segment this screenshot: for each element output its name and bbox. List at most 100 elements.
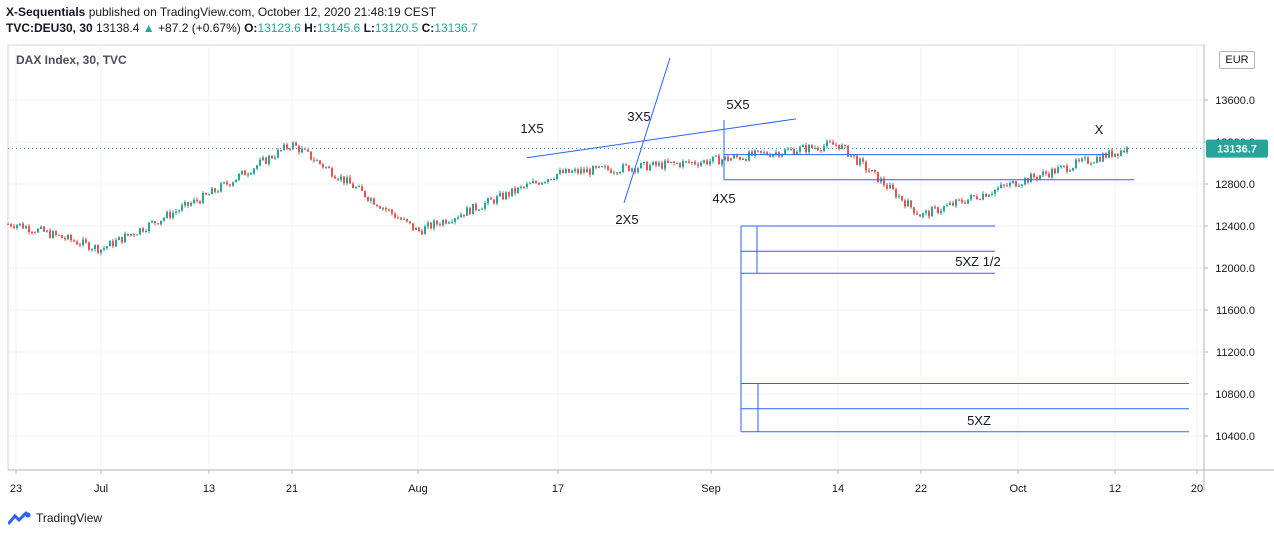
candle-body	[1087, 157, 1089, 164]
candle-body	[97, 245, 99, 253]
candle-body	[1069, 170, 1071, 172]
tradingview-footer[interactable]: TradingView	[8, 511, 102, 525]
candle-body	[844, 144, 846, 146]
candle-body	[37, 228, 39, 233]
candle-body	[52, 231, 54, 238]
y-tick-label: 11200.0	[1216, 347, 1255, 359]
candle-body	[742, 158, 744, 160]
candle-body	[730, 158, 732, 161]
candle-body	[646, 161, 648, 171]
candle-body	[523, 186, 525, 188]
candle-body	[442, 220, 444, 226]
candle-body	[283, 144, 285, 150]
candle-body	[451, 221, 453, 223]
publish-line: X-Sequentials published on TradingView.c…	[6, 4, 478, 20]
candle-body	[67, 235, 69, 240]
candle-body	[127, 233, 129, 236]
candle-body	[691, 161, 693, 163]
candle-body	[1075, 159, 1077, 168]
candle-body	[1015, 181, 1017, 187]
candle-body	[493, 199, 495, 204]
candle-body	[1021, 184, 1023, 186]
x-tick-label: 20	[1191, 483, 1203, 495]
candle-body	[970, 195, 972, 200]
candle-body	[181, 205, 183, 211]
candle-body	[922, 213, 924, 217]
candle-body	[358, 186, 360, 188]
candle-body	[1042, 171, 1044, 176]
candle-body	[568, 168, 570, 173]
candle-body	[58, 234, 60, 236]
candle-body	[319, 160, 321, 164]
candle-body	[1057, 167, 1059, 174]
candle-body	[577, 169, 579, 174]
candle-body	[436, 220, 438, 225]
candle-body	[997, 187, 999, 190]
candle-body	[850, 155, 852, 157]
candle-body	[22, 223, 24, 229]
candle-body	[13, 226, 15, 228]
candle-body	[838, 144, 840, 149]
candle-body	[310, 151, 312, 160]
candle-body	[289, 148, 291, 150]
candle-body	[238, 174, 240, 180]
candle-body	[973, 195, 975, 197]
candle-body	[448, 222, 450, 224]
symbol-label: TVC:DEU30, 30	[6, 21, 93, 35]
candle-body	[553, 178, 555, 180]
candle-body	[964, 202, 966, 204]
candle-body	[793, 149, 795, 155]
candle-body	[1030, 173, 1032, 183]
candle-body	[586, 169, 588, 173]
candle-body	[853, 155, 855, 157]
candle-body	[907, 200, 909, 207]
price-chart[interactable]: 10400.0 10800.0 11200.0 11600.0 12000.0 12400…	[0, 0, 1274, 500]
candle-body	[415, 227, 417, 230]
candle-body	[46, 230, 48, 232]
candle-body	[601, 166, 603, 168]
candle-body	[1072, 167, 1074, 171]
candle-body	[340, 176, 342, 180]
candle-body	[85, 239, 87, 243]
candle-body	[334, 176, 336, 179]
candle-body	[664, 160, 666, 169]
currency-button[interactable]: EUR	[1219, 51, 1255, 69]
candle-body	[139, 228, 141, 235]
y-tick-label: 12000.0	[1215, 263, 1255, 275]
candle-body	[424, 226, 426, 235]
candle-body	[49, 230, 51, 238]
candle-body	[40, 226, 42, 229]
publish-info: published on TradingView.com, October 12…	[85, 5, 437, 19]
candle-body	[169, 211, 171, 218]
candle-body	[514, 188, 516, 193]
candle-body	[265, 157, 267, 164]
candle-body	[820, 150, 822, 152]
candle-body	[760, 150, 762, 153]
candle-body	[799, 146, 801, 152]
candle-body	[400, 217, 402, 220]
trend-line[interactable]	[623, 57, 671, 204]
candle-body	[445, 220, 447, 224]
candle-body	[919, 214, 921, 217]
candle-body	[373, 198, 375, 205]
candle-body	[496, 196, 498, 204]
trend-line[interactable]	[526, 118, 797, 159]
candle-body	[655, 161, 657, 166]
candle-body	[706, 160, 708, 165]
author-name[interactable]: X-Sequentials	[6, 5, 86, 19]
candle-body	[994, 189, 996, 194]
candle-body	[208, 194, 210, 196]
y-tick-label: 10800.0	[1215, 389, 1255, 401]
candle-body	[529, 183, 531, 185]
candle-body	[397, 217, 399, 219]
candle-body	[871, 170, 873, 172]
candle-body	[34, 232, 36, 234]
candle-body	[925, 210, 927, 214]
candle-body	[859, 158, 861, 165]
candle-body	[1009, 182, 1011, 187]
candle-body	[178, 210, 180, 212]
candle-body	[745, 158, 747, 161]
candle-body	[940, 210, 942, 213]
chart-pane[interactable]	[7, 44, 1205, 471]
candle-body	[796, 151, 798, 155]
